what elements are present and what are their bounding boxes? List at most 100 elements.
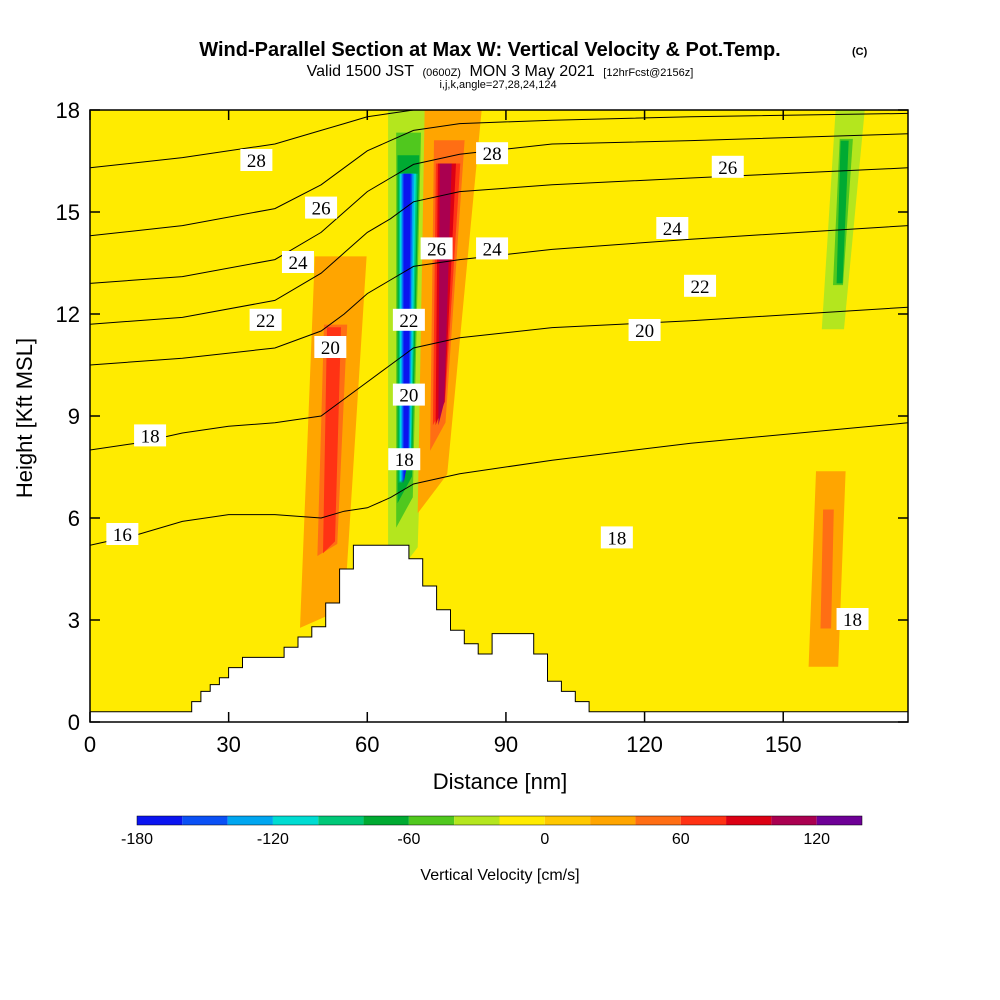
contour-label-box (476, 237, 509, 260)
contour-label-text: 16 (113, 525, 132, 546)
colorbar-swatch (726, 816, 772, 825)
colorbar-swatch (544, 816, 591, 825)
contour-label-5: 26 (305, 196, 338, 220)
contour-label-text: 20 (399, 386, 418, 407)
colorbar-tick-label: -60 (397, 831, 420, 848)
colorbar-tick-label: -120 (257, 831, 289, 848)
contour-label-box (628, 319, 661, 341)
colorbar-swatch (363, 816, 409, 825)
contour-label-box (711, 155, 744, 178)
colorbar-swatch (499, 816, 545, 825)
contour-label-13: 18 (600, 526, 633, 549)
colorbar-title: Vertical Velocity [cm/s] (420, 867, 579, 884)
contour-label-text: 28 (247, 151, 266, 172)
contour-label-11: 24 (476, 237, 509, 260)
contour-label-text: 26 (312, 199, 331, 220)
x-axis-title: Distance [nm] (433, 769, 568, 794)
y-axis-title: Height [Kft MSL] (12, 338, 37, 498)
colorbar-swatch (272, 816, 319, 825)
theta-contour-26 (90, 112, 908, 237)
contour-label-text: 18 (395, 450, 414, 471)
theta-contour-24 (90, 133, 908, 284)
theta-contour-20 (90, 225, 908, 366)
contour-label-box (600, 526, 633, 549)
forecast-info: [12hrFcst@2156z] (603, 67, 693, 79)
colorbar-tick-label: 60 (672, 831, 690, 848)
contour-label-12: 28 (476, 142, 509, 165)
contour-label-text: 22 (256, 311, 275, 332)
contour-label-box (656, 217, 689, 239)
contour-label-text: 26 (427, 239, 446, 260)
valid-time: Valid 1500 JST (307, 63, 415, 80)
contour-label-14: 20 (628, 319, 661, 342)
colorbar-swatch (318, 816, 364, 825)
theta-contour-16 (90, 422, 908, 546)
contour-label-3: 22 (249, 308, 282, 332)
plot-background (90, 110, 908, 722)
plot-area: 16 18 20 22 24 26 28 18 20 22 26 24 28 18 20 22 24 26 18 (90, 110, 908, 722)
contour-label-box (314, 336, 347, 358)
theta-contour-18 (90, 306, 908, 451)
contour-label-text: 26 (718, 158, 737, 179)
contour-label-10: 26 (420, 237, 453, 260)
contour-label-box (305, 196, 338, 219)
theta-contour-28 (90, 110, 908, 169)
contour-label-box (281, 251, 314, 273)
contour-label-box (240, 149, 273, 171)
colorbar-swatch (182, 816, 228, 825)
copyright-mark: (C) (852, 46, 868, 58)
velocity-fill-layer (300, 110, 865, 667)
colorbar-swatch (635, 816, 681, 825)
contour-label-17: 26 (711, 155, 744, 179)
valid-utc: (0600Z) (422, 67, 461, 79)
x-tick-label: 0 (84, 732, 96, 757)
contour-label-layer: 16 18 20 22 24 26 28 18 20 22 26 24 28 18 20 22 24 26 18 (106, 142, 869, 631)
y-tick-label: 12 (56, 302, 80, 327)
contour-label-box (684, 274, 717, 297)
valid-date: MON 3 May 2021 (469, 63, 594, 80)
y-axis-ticks: 0 3 6 9 12 15 18 (56, 98, 908, 735)
colorbar-swatch (771, 816, 817, 825)
colorbar-swatch (408, 816, 455, 825)
colorbar-tick-label: -180 (121, 831, 153, 848)
y-tick-label: 18 (56, 98, 80, 123)
contour-label-box (392, 383, 425, 406)
colorbar-swatch (137, 816, 183, 825)
contour-label-7: 18 (388, 448, 421, 471)
y-tick-label: 9 (68, 404, 80, 429)
contour-label-box (836, 608, 869, 630)
contour-label-box (388, 448, 421, 471)
contour-label-text: 28 (483, 144, 502, 165)
contour-label-text: 24 (663, 219, 683, 240)
contour-label-text: 18 (141, 426, 160, 447)
colorbar-tick-label: 0 (540, 831, 549, 848)
contour-label-15: 22 (684, 274, 717, 298)
contour-label-2: 20 (314, 336, 347, 359)
velocity-band-3-1 (820, 509, 834, 629)
theta-contour-22 (90, 167, 908, 325)
velocity-band-4-2 (836, 140, 849, 284)
contour-label-4: 24 (281, 251, 314, 274)
velocity-band-1-4 (438, 163, 452, 426)
chart-title: Wind-Parallel Section at Max W: Vertical… (199, 39, 780, 61)
contour-label-9: 22 (392, 308, 425, 332)
y-tick-label: 3 (68, 608, 80, 633)
contour-label-18: 18 (836, 608, 869, 631)
contour-label-box (420, 237, 453, 260)
contour-label-text: 18 (607, 528, 626, 549)
y-tick-label: 15 (56, 200, 80, 225)
contour-label-box (476, 142, 509, 165)
valid-time-line: Valid 1500 JST (0600Z) MON 3 May 2021 [1… (307, 63, 694, 80)
colorbar-swatch (227, 816, 273, 825)
y-tick-label: 6 (68, 506, 80, 531)
x-tick-label: 90 (494, 732, 518, 757)
contour-label-box (106, 523, 139, 545)
colorbar-ticks: -180 -120 -60 0 60 120 (121, 831, 830, 848)
contour-label-text: 22 (399, 311, 418, 332)
colorbar-swatch (454, 816, 500, 825)
x-tick-label: 60 (355, 732, 379, 757)
contour-label-0: 16 (106, 523, 139, 546)
contour-label-text: 18 (843, 610, 862, 631)
colorbar-swatch (680, 816, 727, 825)
colorbar-swatch (590, 816, 636, 825)
